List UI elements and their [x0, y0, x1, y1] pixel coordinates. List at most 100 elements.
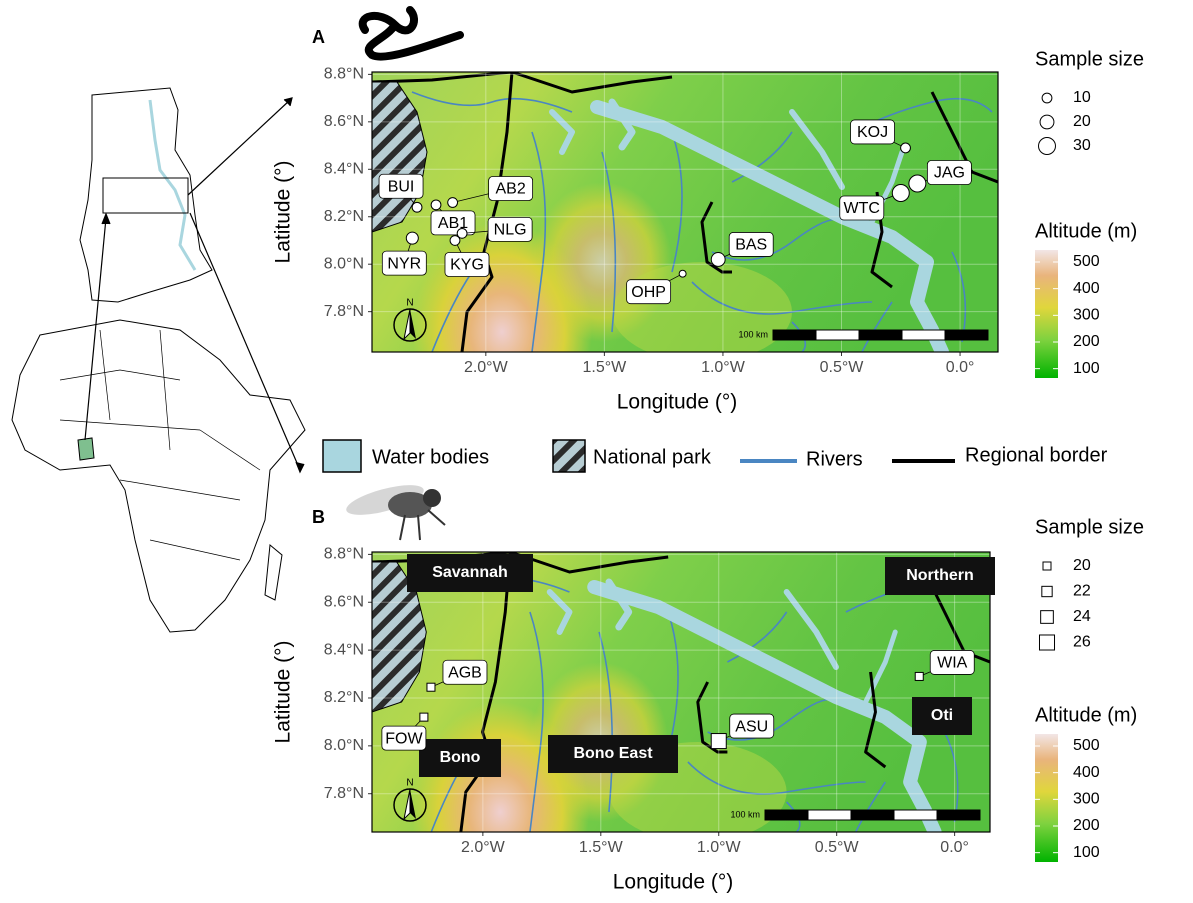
label-box: [926, 160, 972, 185]
y-axis-title: Latitude (°): [272, 641, 295, 744]
scale-label: 100 km: [730, 809, 760, 819]
label-box: [381, 250, 427, 276]
colorbar-label: 100: [1073, 844, 1100, 861]
x-axis-title: Longitude (°): [613, 871, 733, 894]
worm-icon: [358, 6, 464, 61]
size-key: [1039, 114, 1055, 130]
x-tick-label: 0.5°W: [820, 359, 865, 376]
scale-bar: [944, 329, 989, 341]
panel-letter: B: [312, 507, 325, 527]
altitude-legend-title: Altitude (m): [1035, 220, 1137, 242]
label-box: [728, 232, 774, 257]
scale-bar: [901, 329, 946, 341]
fly-icon: [346, 485, 446, 541]
y-axis-title: Latitude (°): [272, 161, 295, 264]
size-key-label: 20: [1073, 557, 1091, 574]
north-label: N: [406, 298, 413, 309]
map-legend: Water bodies National park Rivers Region…: [322, 439, 1108, 473]
label-box: [729, 713, 775, 739]
size-key-label: 24: [1073, 608, 1091, 625]
map-area: [372, 552, 990, 832]
size-key: [1038, 634, 1056, 651]
site-label: KOJ: [857, 124, 888, 141]
y-tick-label: 8.6°N: [324, 113, 364, 130]
size-legend-title: Sample size: [1035, 48, 1144, 70]
legend-label: National park: [593, 446, 712, 468]
site-label: BUI: [388, 178, 415, 195]
scale-bar: [850, 809, 895, 821]
size-key-label: 20: [1073, 113, 1091, 130]
size-key-label: 26: [1073, 634, 1091, 651]
ghana-map: [79, 87, 213, 303]
site-label: KYG: [450, 257, 484, 274]
size-legend-title: Sample size: [1035, 516, 1144, 538]
label-box: [488, 176, 534, 201]
region-box: [885, 557, 995, 595]
site-label: NLG: [494, 222, 527, 239]
site-marker: [430, 199, 442, 211]
altitude-legend-title: Altitude (m): [1035, 704, 1137, 726]
scale-label: 100 km: [738, 329, 768, 339]
y-tick-label: 8.0°N: [324, 737, 364, 754]
size-key: [1042, 561, 1052, 571]
site-marker: [426, 682, 436, 692]
y-tick-label: 8.6°N: [324, 593, 364, 610]
panel-border: [371, 551, 991, 833]
colorbar-label: 500: [1073, 737, 1100, 754]
colorbar-label: 200: [1073, 333, 1100, 350]
site-label: NYR: [387, 255, 421, 272]
colorbar-label: 300: [1073, 791, 1100, 808]
x-tick-label: 2.0°W: [461, 839, 506, 856]
x-tick-label: 1.0°W: [701, 359, 746, 376]
scale-bar: [764, 809, 809, 821]
site-label: AB1: [438, 215, 468, 232]
scale-bar: [893, 809, 938, 821]
site-marker: [914, 671, 924, 681]
site-label: OHP: [631, 284, 666, 301]
africa-map: [11, 319, 306, 633]
site-marker: [456, 227, 468, 239]
colorbar-label: 300: [1073, 307, 1100, 324]
colorbar-label: 400: [1073, 764, 1100, 781]
y-tick-label: 8.4°N: [324, 161, 364, 178]
arrows: [84, 97, 305, 474]
region-box: [912, 697, 972, 735]
colorbar-label: 200: [1073, 817, 1100, 834]
scale-bar: [936, 809, 981, 821]
scale-bar: [807, 809, 852, 821]
label-box: [929, 650, 975, 675]
x-tick-label: 1.0°W: [697, 839, 742, 856]
x-tick-label: 0.0°: [946, 359, 975, 376]
region-label: Bono East: [573, 745, 653, 762]
x-tick-label: 1.5°W: [583, 359, 628, 376]
panel-letter: A: [312, 27, 325, 47]
scale-bar: [815, 329, 860, 341]
size-key: [1038, 137, 1056, 155]
size-key-label: 30: [1073, 137, 1091, 154]
label-box: [444, 252, 490, 277]
site-marker: [449, 235, 461, 246]
north-arrow: [410, 309, 416, 339]
site-label: JAG: [934, 165, 965, 182]
label-box: [442, 659, 488, 685]
size-key: [1041, 585, 1053, 598]
label-box: [378, 173, 424, 199]
y-tick-label: 8.4°N: [324, 641, 364, 658]
size-key-label: 10: [1073, 89, 1091, 106]
colorbar-label: 400: [1073, 280, 1100, 297]
site-marker: [710, 252, 726, 267]
label-box: [839, 195, 885, 221]
site-label: AB2: [495, 181, 525, 198]
colorbar: [1035, 734, 1058, 862]
site-label: WIA: [937, 655, 968, 672]
site-label: BAS: [735, 237, 767, 254]
region-label: Bono: [440, 749, 481, 766]
site-marker: [405, 231, 419, 245]
y-tick-label: 7.8°N: [324, 303, 364, 320]
site-marker: [891, 184, 910, 203]
site-label: AGB: [448, 664, 482, 681]
legend-label: Regional border: [965, 444, 1108, 466]
scale-bar: [772, 329, 817, 341]
x-axis-title: Longitude (°): [617, 391, 737, 414]
x-tick-label: 0.0°: [940, 839, 969, 856]
